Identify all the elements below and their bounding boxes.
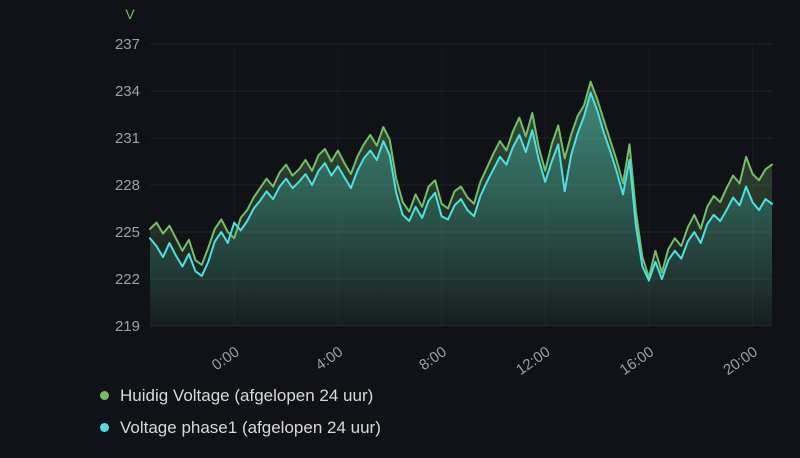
legend: Huidig Voltage (afgelopen 24 uur) Voltag… [100, 381, 381, 442]
series-label[interactable]: Voltage phase1 (afgelopen 24 uur) [120, 418, 381, 437]
time-series-chart[interactable]: 219 222 225 228 231 234 237 0:00 4:00 8:00 12:00 16… [0, 0, 800, 375]
y-axis-unit: V [125, 6, 135, 22]
y-tick-label: 219 [115, 318, 140, 335]
legend-item[interactable]: Huidig Voltage (afgelopen 24 uur) [100, 381, 381, 410]
x-tick-label: 20:00 [720, 343, 761, 375]
series-color-dot [100, 391, 109, 400]
series-line[interactable] [149, 80, 773, 279]
x-tick-label: 0:00 [209, 343, 243, 374]
y-tick-label: 234 [115, 83, 140, 100]
x-tick-label: 8:00 [416, 343, 450, 374]
y-tick-label: 237 [115, 36, 140, 53]
legend-item[interactable]: Voltage phase1 (afgelopen 24 uur) [100, 413, 381, 442]
x-tick-label: 16:00 [617, 343, 658, 375]
series-label[interactable]: Huidig Voltage (afgelopen 24 uur) [120, 386, 374, 405]
series-area [150, 92, 772, 326]
y-tick-label: 231 [115, 130, 140, 147]
y-tick-label: 228 [115, 177, 140, 194]
series-line[interactable] [149, 91, 773, 282]
x-tick-label: 12:00 [513, 343, 554, 375]
x-tick-label: 4:00 [313, 343, 347, 374]
y-tick-label: 222 [115, 271, 140, 288]
y-tick-label: 225 [115, 224, 140, 241]
series-color-dot [100, 423, 109, 432]
